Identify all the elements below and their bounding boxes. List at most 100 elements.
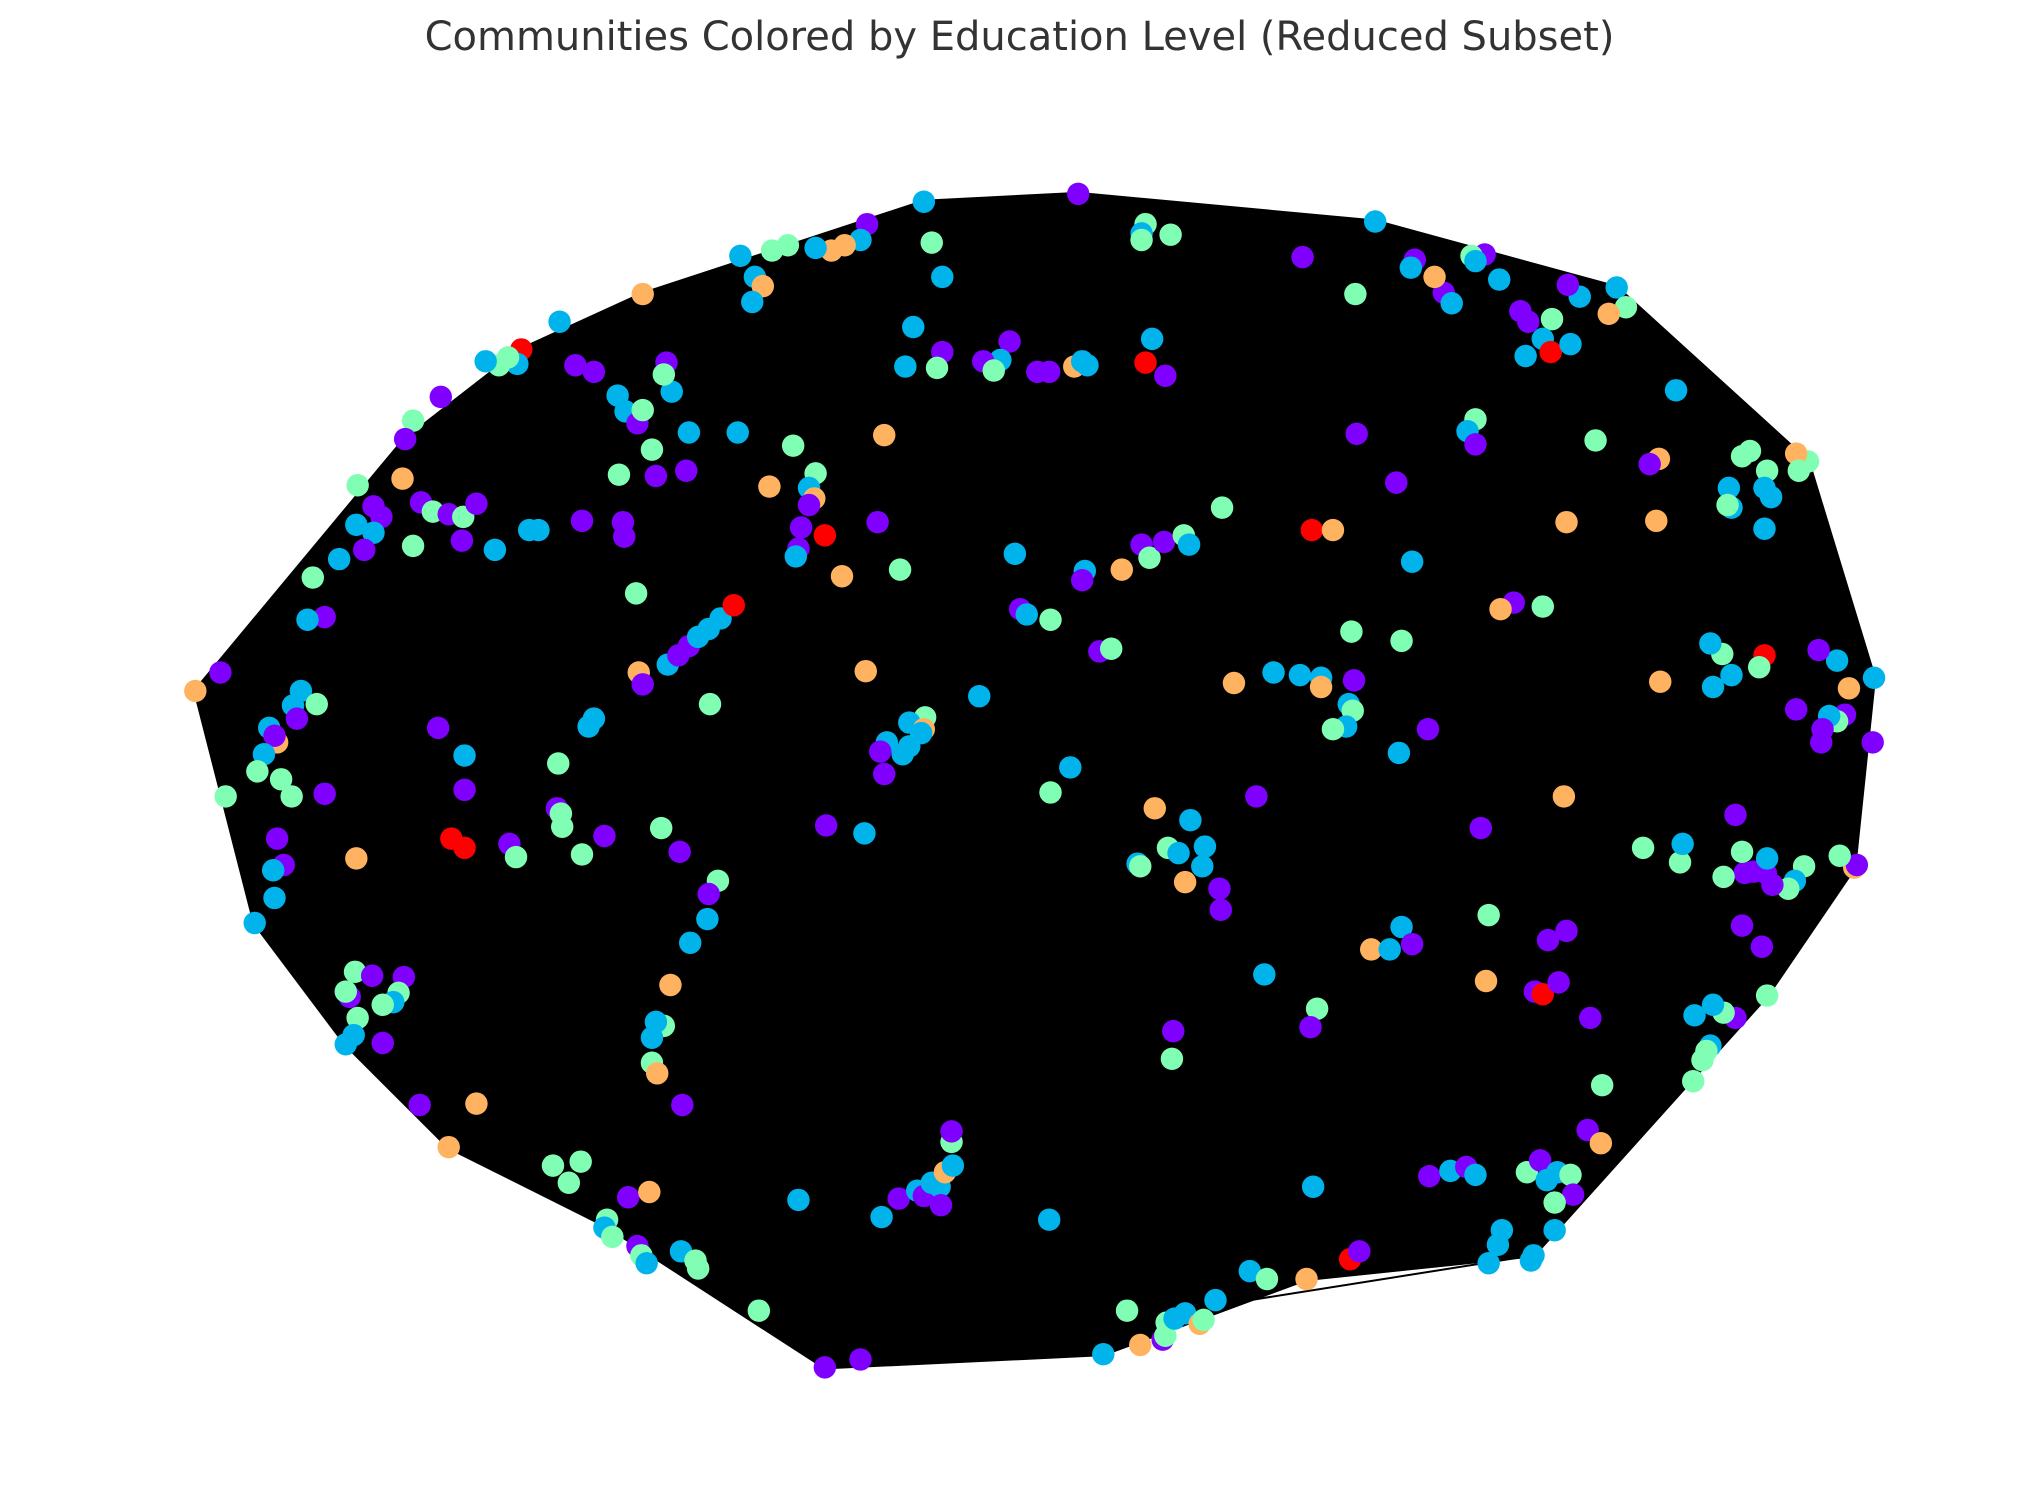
node-purple (1162, 1019, 1185, 1043)
node-blue (1191, 855, 1214, 878)
node-blue (261, 859, 285, 882)
node-orange (758, 475, 781, 498)
node-blue (787, 1188, 810, 1212)
node-green (1129, 855, 1152, 878)
node-blue (894, 355, 917, 378)
node-blue (870, 1205, 893, 1229)
node-purple (1509, 299, 1532, 323)
node-green (1305, 997, 1329, 1020)
node-orange (646, 1062, 669, 1085)
node-purple (465, 492, 488, 515)
node-red (813, 524, 837, 547)
node-green (1755, 984, 1779, 1007)
node-green (1543, 1191, 1566, 1214)
node-purple (849, 1348, 872, 1371)
node-blue (941, 1154, 965, 1177)
node-blue (1167, 841, 1190, 865)
node-green (1344, 282, 1367, 306)
node-blue (1514, 344, 1537, 368)
node-blue (334, 1033, 357, 1056)
node-blue (891, 743, 914, 766)
node-blue (1464, 1163, 1487, 1187)
node-orange (1309, 675, 1333, 699)
network-edge (1532, 677, 1875, 1256)
node-green (269, 768, 293, 791)
node-purple (631, 673, 654, 696)
node-purple (869, 740, 892, 763)
node-purple (1154, 364, 1177, 388)
node-green (982, 359, 1005, 382)
node-green (781, 434, 805, 457)
node-green (624, 582, 648, 605)
node-blue (1683, 1004, 1706, 1027)
node-blue (1179, 808, 1202, 832)
node-green (649, 816, 673, 840)
node-blue (1755, 847, 1779, 870)
node-orange (751, 274, 775, 298)
network-edge (521, 192, 1079, 351)
node-purple (360, 964, 384, 987)
node-blue (1519, 1249, 1543, 1272)
node-blue (902, 315, 925, 339)
node-purple (1561, 1183, 1585, 1206)
node-blue (1363, 210, 1387, 233)
node-orange (1649, 670, 1672, 693)
node-purple (940, 1120, 963, 1143)
node-purple (616, 1186, 640, 1209)
node-orange (659, 973, 682, 997)
node-purple (1861, 731, 1884, 754)
node-green (1100, 637, 1123, 660)
node-green (1138, 546, 1161, 569)
node-purple (408, 1093, 431, 1117)
node-green (371, 993, 394, 1016)
node-green (343, 960, 367, 984)
node-purple (593, 824, 616, 848)
node-orange (184, 679, 207, 703)
node-orange (631, 282, 654, 306)
node-purple (1418, 1164, 1441, 1188)
node-green (1159, 223, 1182, 246)
node-green (214, 785, 237, 808)
node-green (569, 1150, 592, 1173)
node-purple (1291, 245, 1314, 269)
node-blue (296, 608, 319, 631)
node-blue (1092, 1342, 1115, 1366)
node-blue (243, 911, 266, 935)
node-blue (1440, 292, 1463, 315)
node-green (1255, 1267, 1279, 1291)
node-green (401, 409, 425, 432)
node-green (1531, 595, 1554, 618)
node-purple (866, 510, 889, 534)
node-blue (912, 190, 936, 213)
node-purple (613, 525, 636, 548)
node-green (1716, 493, 1739, 517)
node-green (1340, 620, 1363, 643)
node-purple (1528, 1149, 1552, 1172)
node-purple (1556, 273, 1580, 297)
node-purple (1070, 568, 1094, 592)
node-blue (1464, 249, 1487, 273)
node-green (1115, 1299, 1139, 1322)
node-blue (327, 547, 351, 571)
node-green (920, 231, 943, 254)
node-green (301, 566, 324, 589)
node-orange (1589, 1131, 1613, 1155)
node-blue (1477, 1251, 1500, 1275)
node-green (1631, 836, 1655, 860)
node-purple (1345, 422, 1368, 446)
node-purple (285, 707, 309, 730)
node-green (1390, 629, 1413, 653)
node-orange (1555, 510, 1578, 534)
node-purple (393, 427, 417, 451)
node-green (1192, 1308, 1215, 1332)
node-purple (668, 840, 691, 864)
node-orange (1222, 671, 1246, 695)
node-blue (548, 310, 571, 333)
node-purple (873, 762, 896, 786)
node-purple (453, 778, 476, 802)
node-green (334, 980, 357, 1003)
node-blue (1253, 963, 1276, 986)
node-blue (1076, 354, 1099, 377)
node-green (1730, 840, 1754, 864)
